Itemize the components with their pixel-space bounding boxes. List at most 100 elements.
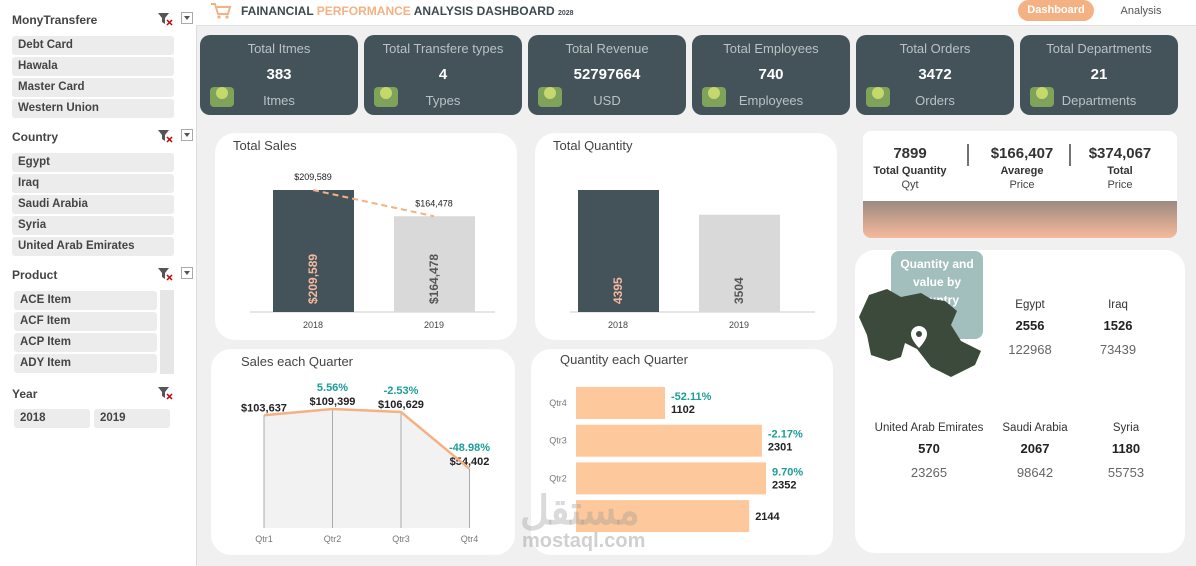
slicer-title: MonyTransfere [12,13,98,27]
kpi-unit: Itmes [263,93,295,108]
dropdown-icon[interactable] [181,267,193,279]
slicer-item[interactable]: Master Card [12,78,174,97]
chart-title: Total Quantity [553,138,633,153]
x-tick-label: Qtr1 [255,534,273,544]
slicer-item[interactable]: United Arab Emirates [12,237,174,256]
slicer-item[interactable]: Debt Card [12,36,174,55]
kpi-value: 3472 [918,66,952,83]
title-highlight: PERFORMANCE [316,4,411,18]
summary-unit: Qyt [901,179,918,191]
x-tick-label: Qtr4 [461,534,479,544]
bar-value-label: $209,589 [306,254,320,304]
y-tick-label: Qtr4 [549,398,567,408]
change-label: -2.17% [768,429,803,441]
quantity-quarter-card: Quantity each Quarter Qtr4 1102-52.11% Qtr3… [531,349,833,555]
value-label: $109,399 [310,396,356,408]
slicer-item[interactable]: Saudi Arabia [12,195,174,214]
summary-label: Total [1107,165,1132,177]
sales-line [263,407,471,470]
slicer-item[interactable]: ACP Item [14,333,157,352]
kpi-title: Total Itmes [247,41,311,56]
slicer-item[interactable]: Western Union [12,99,174,118]
tab-analysis[interactable]: Analysis [1120,5,1162,17]
sidebar: MonyTransfere Debt Card Hawala Master Card W… [0,0,197,566]
change-label: -2.53% [384,385,419,397]
header: FAINANCIAL PERFORMANCE ANALYSIS DASHBOAR… [196,0,1196,26]
title-part: FAINANCIAL [241,4,314,18]
kpi-unit: Departments [1061,93,1137,108]
summary-value: $374,067 [1089,145,1152,162]
y-tick-label: Qtr2 [549,473,567,483]
kpi-unit: USD [593,93,621,108]
dropdown-icon[interactable] [181,12,193,24]
cross [166,136,173,143]
cross [166,19,173,26]
x-tick-label: 2018 [608,320,628,330]
bar [576,424,762,457]
country-name: Syria [1113,422,1140,434]
dropdown-icon[interactable] [181,129,193,141]
value-label: $103,637 [241,402,287,414]
total-sales-card: Total Sales $209,589 $209,589 2018 $164,478 $… [215,133,517,340]
total-quantity-card: Total Quantity 4395 2018 3504 2019 [535,133,837,340]
clear-filter-icon[interactable] [157,267,173,281]
slicer-item[interactable]: ADY Item [14,354,157,373]
bar [576,462,766,495]
icon-shape [380,87,392,99]
slicer-item[interactable]: ACE Item [14,291,157,310]
slicer-item[interactable]: 2019 [94,409,170,428]
bar-value-label: 4395 [611,277,625,304]
x-tick-label: Qtr2 [324,534,342,544]
kpi-card: Total Employees 740 Employees [692,35,850,115]
kpi-icon [538,87,562,107]
icon-shape [1036,87,1048,99]
chart-title: Quantity each Quarter [560,352,689,367]
cross [166,274,173,281]
kpi-icon [374,87,398,107]
change-label: 9.70% [772,466,803,478]
kpi-title: Total Transfere types [382,41,504,56]
kpi-card: Total Orders 3472 Orders [856,35,1014,115]
x-tick-label: 2018 [303,320,323,330]
kpi-value: 740 [758,66,784,83]
clear-filter-icon[interactable] [157,129,173,143]
country-quantity: 570 [918,441,940,456]
change-label: 5.56% [317,382,348,394]
change-label: -48.98% [449,442,490,454]
kpi-unit: Orders [915,93,955,108]
kpi-title: Total Orders [899,41,971,56]
kpi-unit: Employees [738,93,804,108]
funnel [158,13,169,24]
value-label: 2352 [772,479,796,491]
slicer-item[interactable]: Egypt [12,153,174,172]
funnel [158,268,169,279]
slicer-item[interactable]: Iraq [12,174,174,193]
trend-line [312,189,435,218]
icon-shape [544,87,556,99]
value-label: 2301 [768,442,792,454]
tab-dashboard[interactable]: Dashboard [1018,0,1094,21]
dropdown-arrow [184,133,190,137]
country-value: 122968 [1008,342,1051,357]
slicer-item[interactable]: Syria [12,216,174,235]
clear-filter-icon[interactable] [157,386,173,400]
kpi-unit: Types [425,93,461,108]
kpi-card: Total Itmes 383 Itmes [200,35,358,115]
country-name: Saudi Arabia [1002,422,1068,434]
kpi-title: Total Departments [1046,41,1152,56]
bar-value-label: 3504 [732,277,746,304]
slicer-item[interactable]: Hawala [12,57,174,76]
clear-filter-icon[interactable] [157,12,173,26]
slicer-title: Country [12,130,58,144]
x-tick-label: 2019 [729,320,749,330]
summary-unit: Price [1009,179,1034,191]
gradient-band [863,201,1177,238]
value-label: $106,629 [378,399,424,411]
slicer-item[interactable]: ACF Item [14,312,157,331]
funnel [158,387,169,398]
summary-unit: Price [1107,179,1132,191]
y-tick-label: Qtr3 [549,436,567,446]
bar [394,216,475,312]
slicer-item[interactable]: 2018 [14,409,90,428]
